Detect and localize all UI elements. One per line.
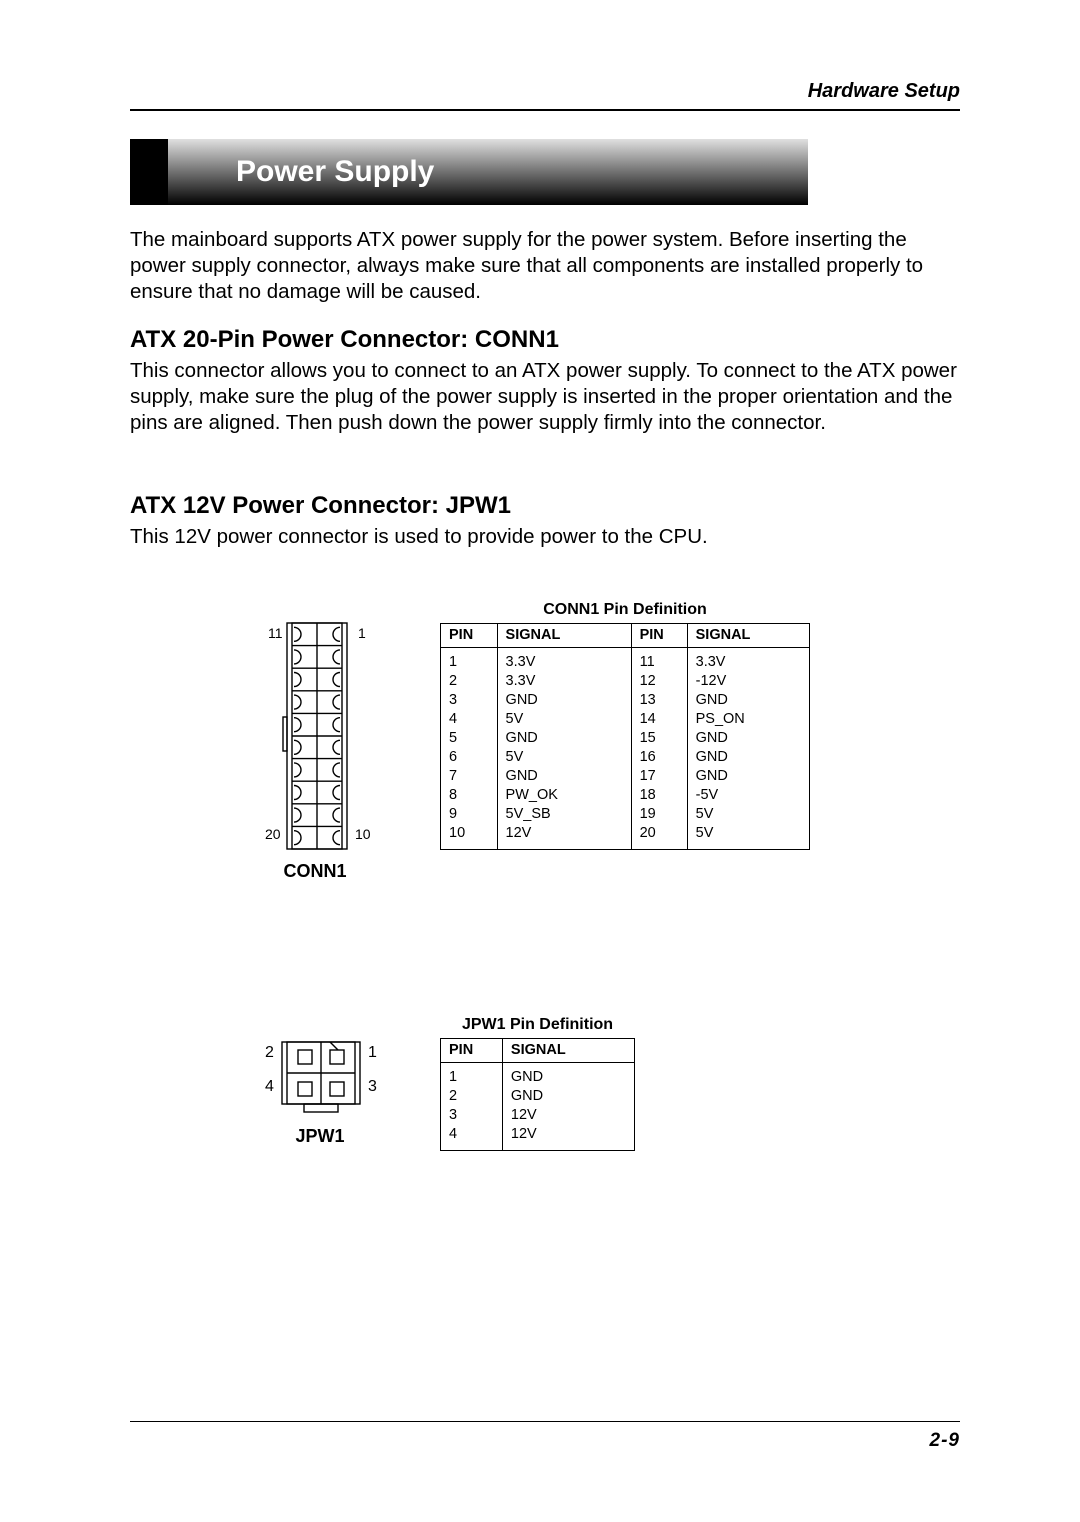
chapter-header: Hardware Setup (130, 80, 960, 109)
cell: GND (687, 747, 809, 766)
section-title-band: Power Supply (130, 139, 960, 205)
th-signal: SIGNAL (687, 624, 809, 648)
cell: 16 (631, 747, 687, 766)
cell: 12V (502, 1124, 634, 1150)
cell: 5V (687, 804, 809, 823)
cell: 3 (441, 690, 497, 709)
jpw1-heading: ATX 12V Power Connector: JPW1 (130, 492, 960, 520)
cell: GND (497, 728, 631, 747)
table-row: 8PW_OK18-5V (441, 785, 809, 804)
jpw1-table-title: JPW1 Pin Definition (440, 1016, 635, 1034)
jpw1-table: PIN SIGNAL 1GND2GND312V412V (441, 1039, 634, 1150)
page-title: Power Supply (168, 139, 808, 205)
cell: 9 (441, 804, 497, 823)
cell: GND (502, 1086, 634, 1105)
table-row: 1GND (441, 1062, 634, 1086)
cell: -5V (687, 785, 809, 804)
cell: -12V (687, 671, 809, 690)
table-row: 13.3V113.3V (441, 647, 809, 671)
cell: 5V (497, 709, 631, 728)
cell: 3.3V (497, 671, 631, 690)
table-row: 7GND17GND (441, 766, 809, 785)
cell: 10 (441, 823, 497, 849)
table-row: 65V16GND (441, 747, 809, 766)
th-pin: PIN (631, 624, 687, 648)
jpw1-caption: JPW1 (265, 1126, 375, 1147)
th-pin: PIN (441, 624, 497, 648)
cell: 8 (441, 785, 497, 804)
table-row: 312V (441, 1105, 634, 1124)
table-row: 1012V205V (441, 823, 809, 849)
th-signal: SIGNAL (502, 1039, 634, 1063)
cell: 2 (441, 1086, 502, 1105)
table-row: 2GND (441, 1086, 634, 1105)
cell: 5V (497, 747, 631, 766)
conn1-group: 11 1 20 10 CONN1 CONN1 Pin Definition (260, 601, 820, 921)
cell: 12 (631, 671, 687, 690)
cell: GND (497, 766, 631, 785)
conn1-caption: CONN1 (260, 861, 370, 882)
cell: GND (687, 766, 809, 785)
cell: GND (497, 690, 631, 709)
cell: 1 (441, 1062, 502, 1086)
cell: GND (687, 690, 809, 709)
cell: 2 (441, 671, 497, 690)
cell: 14 (631, 709, 687, 728)
cell: PS_ON (687, 709, 809, 728)
cell: 20 (631, 823, 687, 849)
jpw1-body: This 12V power connector is used to prov… (130, 524, 960, 550)
jpw1-table-wrap: JPW1 Pin Definition PIN SIGNAL 1GND2GND3… (440, 1016, 635, 1151)
table-row: 45V14PS_ON (441, 709, 809, 728)
conn1-table-wrap: CONN1 Pin Definition PIN SIGNAL PIN SIGN… (440, 601, 810, 850)
conn1-body: This connector allows you to connect to … (130, 358, 960, 437)
cell: 12V (497, 823, 631, 849)
cell: 19 (631, 804, 687, 823)
table-row: 3GND13GND (441, 690, 809, 709)
jpw1-diagram (260, 1038, 390, 1128)
table-row: 412V (441, 1124, 634, 1150)
cell: 18 (631, 785, 687, 804)
cell: 4 (441, 709, 497, 728)
conn1-table: PIN SIGNAL PIN SIGNAL 13.3V113.3V23.3V12… (441, 624, 809, 849)
cell: 3.3V (687, 647, 809, 671)
jpw1-group: 2 1 4 3 (260, 1016, 690, 1236)
table-row: 95V_SB195V (441, 804, 809, 823)
conn1-diagram (260, 621, 380, 861)
cell: 1 (441, 647, 497, 671)
th-signal: SIGNAL (497, 624, 631, 648)
cell: 5V (687, 823, 809, 849)
cell: 6 (441, 747, 497, 766)
cell: 17 (631, 766, 687, 785)
cell: 12V (502, 1105, 634, 1124)
cell: 5 (441, 728, 497, 747)
cell: 3.3V (497, 647, 631, 671)
cell: PW_OK (497, 785, 631, 804)
cell: 4 (441, 1124, 502, 1150)
th-pin: PIN (441, 1039, 502, 1063)
cell: 5V_SB (497, 804, 631, 823)
cell: GND (687, 728, 809, 747)
cell: 15 (631, 728, 687, 747)
title-square (130, 139, 168, 205)
page-number: 2-9 (930, 1430, 960, 1452)
cell: 11 (631, 647, 687, 671)
cell: 7 (441, 766, 497, 785)
cell: 13 (631, 690, 687, 709)
table-row: 5GND15GND (441, 728, 809, 747)
cell: GND (502, 1062, 634, 1086)
intro-text: The mainboard supports ATX power supply … (130, 227, 960, 306)
conn1-table-title: CONN1 Pin Definition (440, 601, 810, 619)
cell: 3 (441, 1105, 502, 1124)
footer-rule (130, 1421, 960, 1422)
conn1-heading: ATX 20-Pin Power Connector: CONN1 (130, 326, 960, 354)
table-row: 23.3V12-12V (441, 671, 809, 690)
header-rule (130, 109, 960, 111)
